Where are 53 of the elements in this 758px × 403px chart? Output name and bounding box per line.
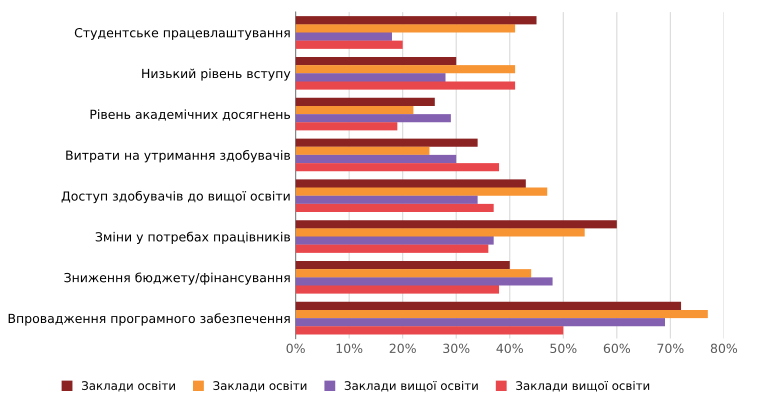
bar bbox=[296, 236, 494, 245]
x-tick-label: 20% bbox=[390, 344, 416, 354]
y-tick-label: Рівень академічних досягнень bbox=[90, 109, 290, 121]
bar bbox=[296, 32, 392, 41]
bar bbox=[296, 24, 516, 32]
bar bbox=[296, 260, 510, 270]
x-tick-label: 10% bbox=[336, 344, 362, 354]
bar bbox=[296, 277, 553, 286]
bar bbox=[296, 114, 451, 122]
bar bbox=[296, 318, 666, 326]
y-tick-label: Впровадження програмного забезпечення bbox=[8, 313, 290, 326]
bar bbox=[296, 188, 548, 196]
bar bbox=[296, 244, 488, 253]
bar bbox=[296, 81, 516, 90]
bar bbox=[296, 16, 537, 24]
x-tick-label: 50% bbox=[550, 344, 576, 354]
bar bbox=[296, 269, 532, 278]
x-tick-label: 30% bbox=[443, 344, 470, 354]
y-tick-label: Студентське працевлаштування bbox=[74, 28, 290, 40]
x-tick-label: 0% bbox=[286, 344, 305, 354]
y-tick-label: Витрати на утримання здобувачів bbox=[66, 150, 290, 162]
bar bbox=[296, 326, 564, 334]
bar bbox=[296, 40, 403, 49]
legend-label: Заклади вищої освіти bbox=[344, 380, 478, 392]
x-tick-label: 70% bbox=[657, 344, 684, 354]
bar bbox=[296, 98, 435, 106]
y-tick-label: Низький рівень вступу bbox=[142, 68, 290, 81]
bar bbox=[296, 285, 500, 294]
bar bbox=[296, 106, 414, 114]
bar bbox=[296, 138, 478, 147]
x-tick-label: 60% bbox=[604, 344, 630, 354]
bar bbox=[296, 204, 494, 212]
bar bbox=[296, 220, 617, 228]
bar bbox=[296, 163, 500, 172]
bar bbox=[296, 196, 478, 204]
bar bbox=[296, 73, 446, 82]
bar bbox=[296, 154, 456, 164]
x-tick-label: 80% bbox=[710, 344, 738, 354]
legend-label: Заклади освіти bbox=[213, 380, 306, 392]
bar bbox=[296, 179, 526, 188]
legend-label: Заклади освіти bbox=[82, 380, 175, 392]
bar bbox=[296, 146, 430, 155]
bar bbox=[296, 56, 456, 66]
bar bbox=[296, 122, 398, 130]
bar bbox=[296, 228, 585, 237]
legend-label: Заклади вищої освіти bbox=[516, 380, 650, 392]
y-tick-label: Зміни у потребах працівників bbox=[96, 232, 290, 244]
x-tick-label: 40% bbox=[496, 344, 523, 354]
bar bbox=[296, 302, 682, 310]
y-tick-label: Доступ здобувачів до вищої освіти bbox=[62, 190, 290, 204]
bar bbox=[296, 310, 708, 318]
y-tick-label: Зниження бюджету/фінансування bbox=[64, 272, 290, 285]
bar bbox=[296, 65, 516, 74]
